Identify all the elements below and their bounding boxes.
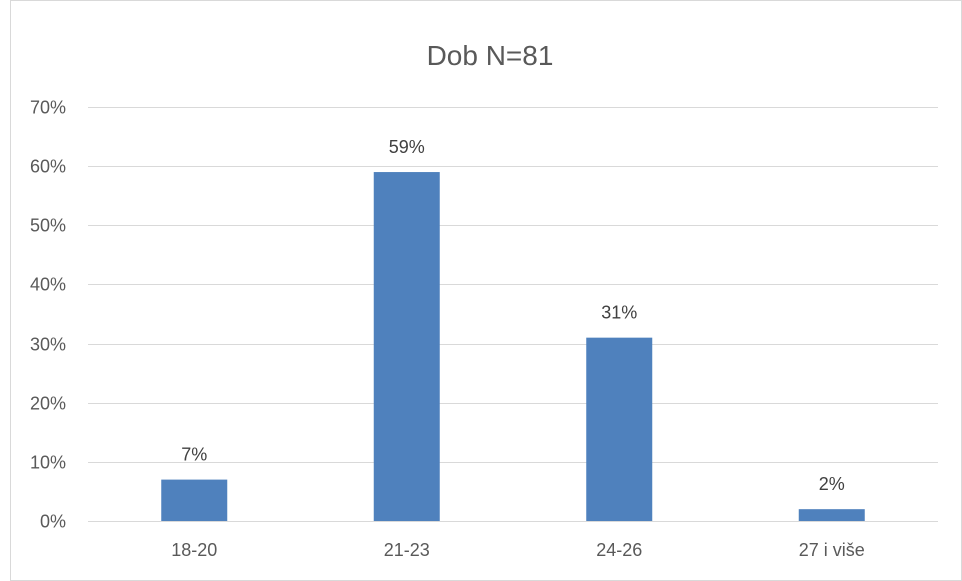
bar bbox=[586, 337, 653, 521]
data-label: 2% bbox=[819, 474, 845, 494]
y-tick-label: 0% bbox=[40, 512, 66, 532]
x-tick-label: 27 i više bbox=[799, 540, 865, 560]
bar bbox=[373, 172, 440, 522]
y-tick-label: 20% bbox=[30, 394, 66, 414]
y-tick-label: 70% bbox=[30, 98, 66, 118]
data-label: 7% bbox=[181, 445, 207, 465]
bar bbox=[798, 509, 865, 521]
bars bbox=[161, 172, 865, 522]
y-tick-label: 10% bbox=[30, 453, 66, 473]
x-tick-label: 24-26 bbox=[596, 540, 642, 560]
x-tick-label: 18-20 bbox=[171, 540, 217, 560]
y-tick-label: 40% bbox=[30, 275, 66, 295]
y-tick-label: 30% bbox=[30, 335, 66, 355]
y-axis-tick-labels: 0% 10% 20% 30% 40% 50% 60% 70% bbox=[30, 98, 66, 532]
x-tick-label: 21-23 bbox=[384, 540, 430, 560]
data-label: 59% bbox=[389, 137, 425, 157]
bar bbox=[161, 479, 228, 521]
y-tick-label: 50% bbox=[30, 216, 66, 236]
x-axis-tick-labels: 18-20 21-23 24-26 27 i više bbox=[171, 540, 865, 560]
gridlines bbox=[88, 107, 938, 522]
data-labels: 7% 59% 31% 2% bbox=[181, 137, 845, 494]
chart-title: Dob N=81 bbox=[427, 40, 554, 71]
y-tick-label: 60% bbox=[30, 157, 66, 177]
data-label: 31% bbox=[601, 303, 637, 323]
